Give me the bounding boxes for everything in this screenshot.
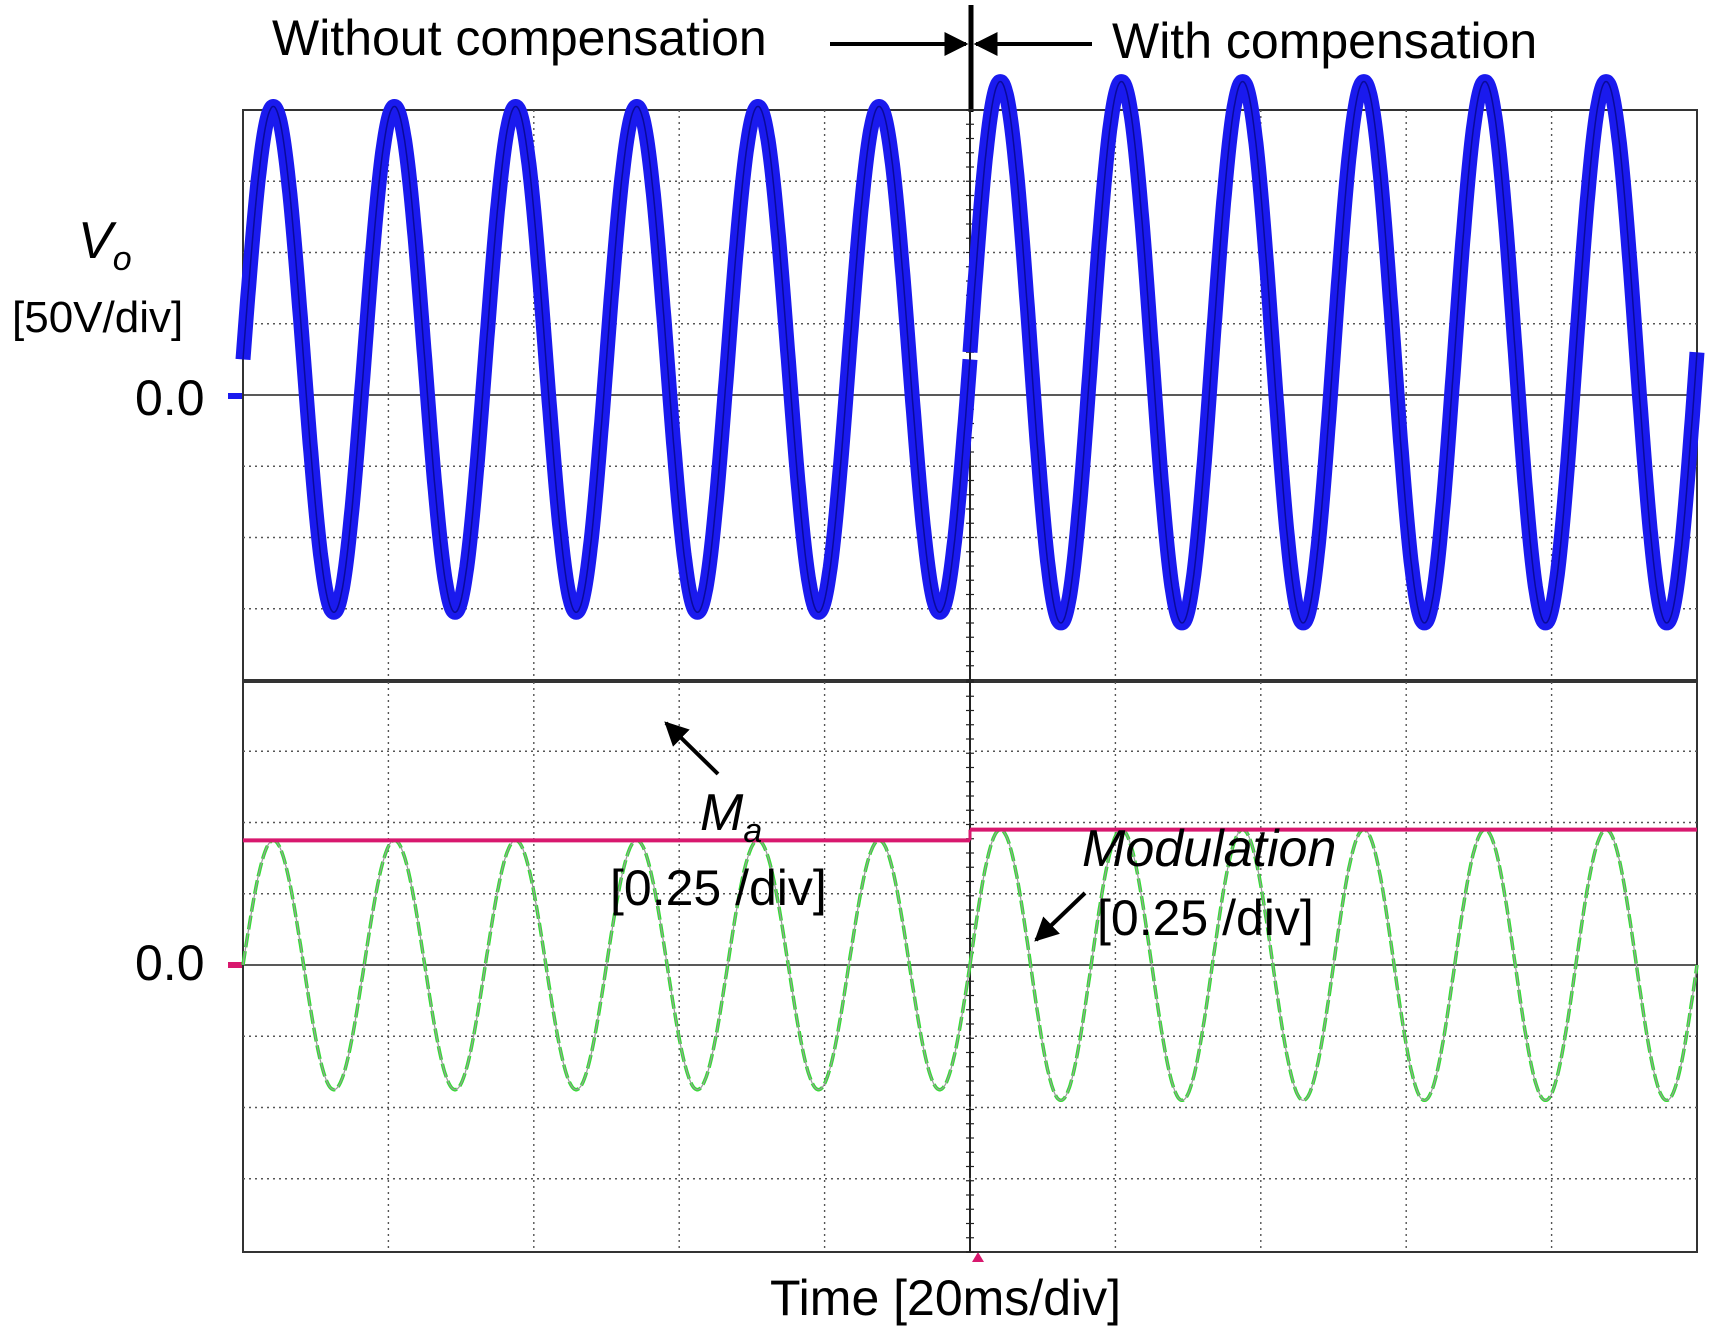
with-compensation-label: With compensation: [1112, 13, 1537, 69]
modulation-arrow: [1034, 891, 1087, 942]
vo-panel: [235, 74, 1705, 681]
trigger-marker: [972, 1252, 984, 1262]
modulation-label: Modulation: [1082, 820, 1336, 878]
vo-trace-core: [969, 80, 1698, 624]
vo-label: Vo: [78, 212, 132, 278]
x-axis-label: Time [20ms/div]: [770, 1270, 1121, 1326]
ma-modulation-panel: [241, 681, 1699, 1253]
ma-label: Ma: [700, 784, 762, 850]
ma-scale-label: [0.25 /div]: [610, 860, 827, 916]
modulation-trace-core: [242, 839, 971, 1091]
ma-arrow: [664, 721, 720, 776]
vo-trace-core: [242, 105, 971, 614]
ma-ground-marker: [228, 962, 242, 968]
vo-scale-label: [50V/div]: [12, 293, 183, 342]
zero-label-top: 0.0: [135, 370, 205, 426]
modulation-trace-core: [969, 829, 1698, 1101]
vo-ground-marker: [228, 393, 242, 399]
modulation-scale-label: [0.25 /div]: [1097, 890, 1314, 946]
without-compensation-label: Without compensation: [272, 10, 767, 66]
zero-label-bottom: 0.0: [135, 935, 205, 991]
